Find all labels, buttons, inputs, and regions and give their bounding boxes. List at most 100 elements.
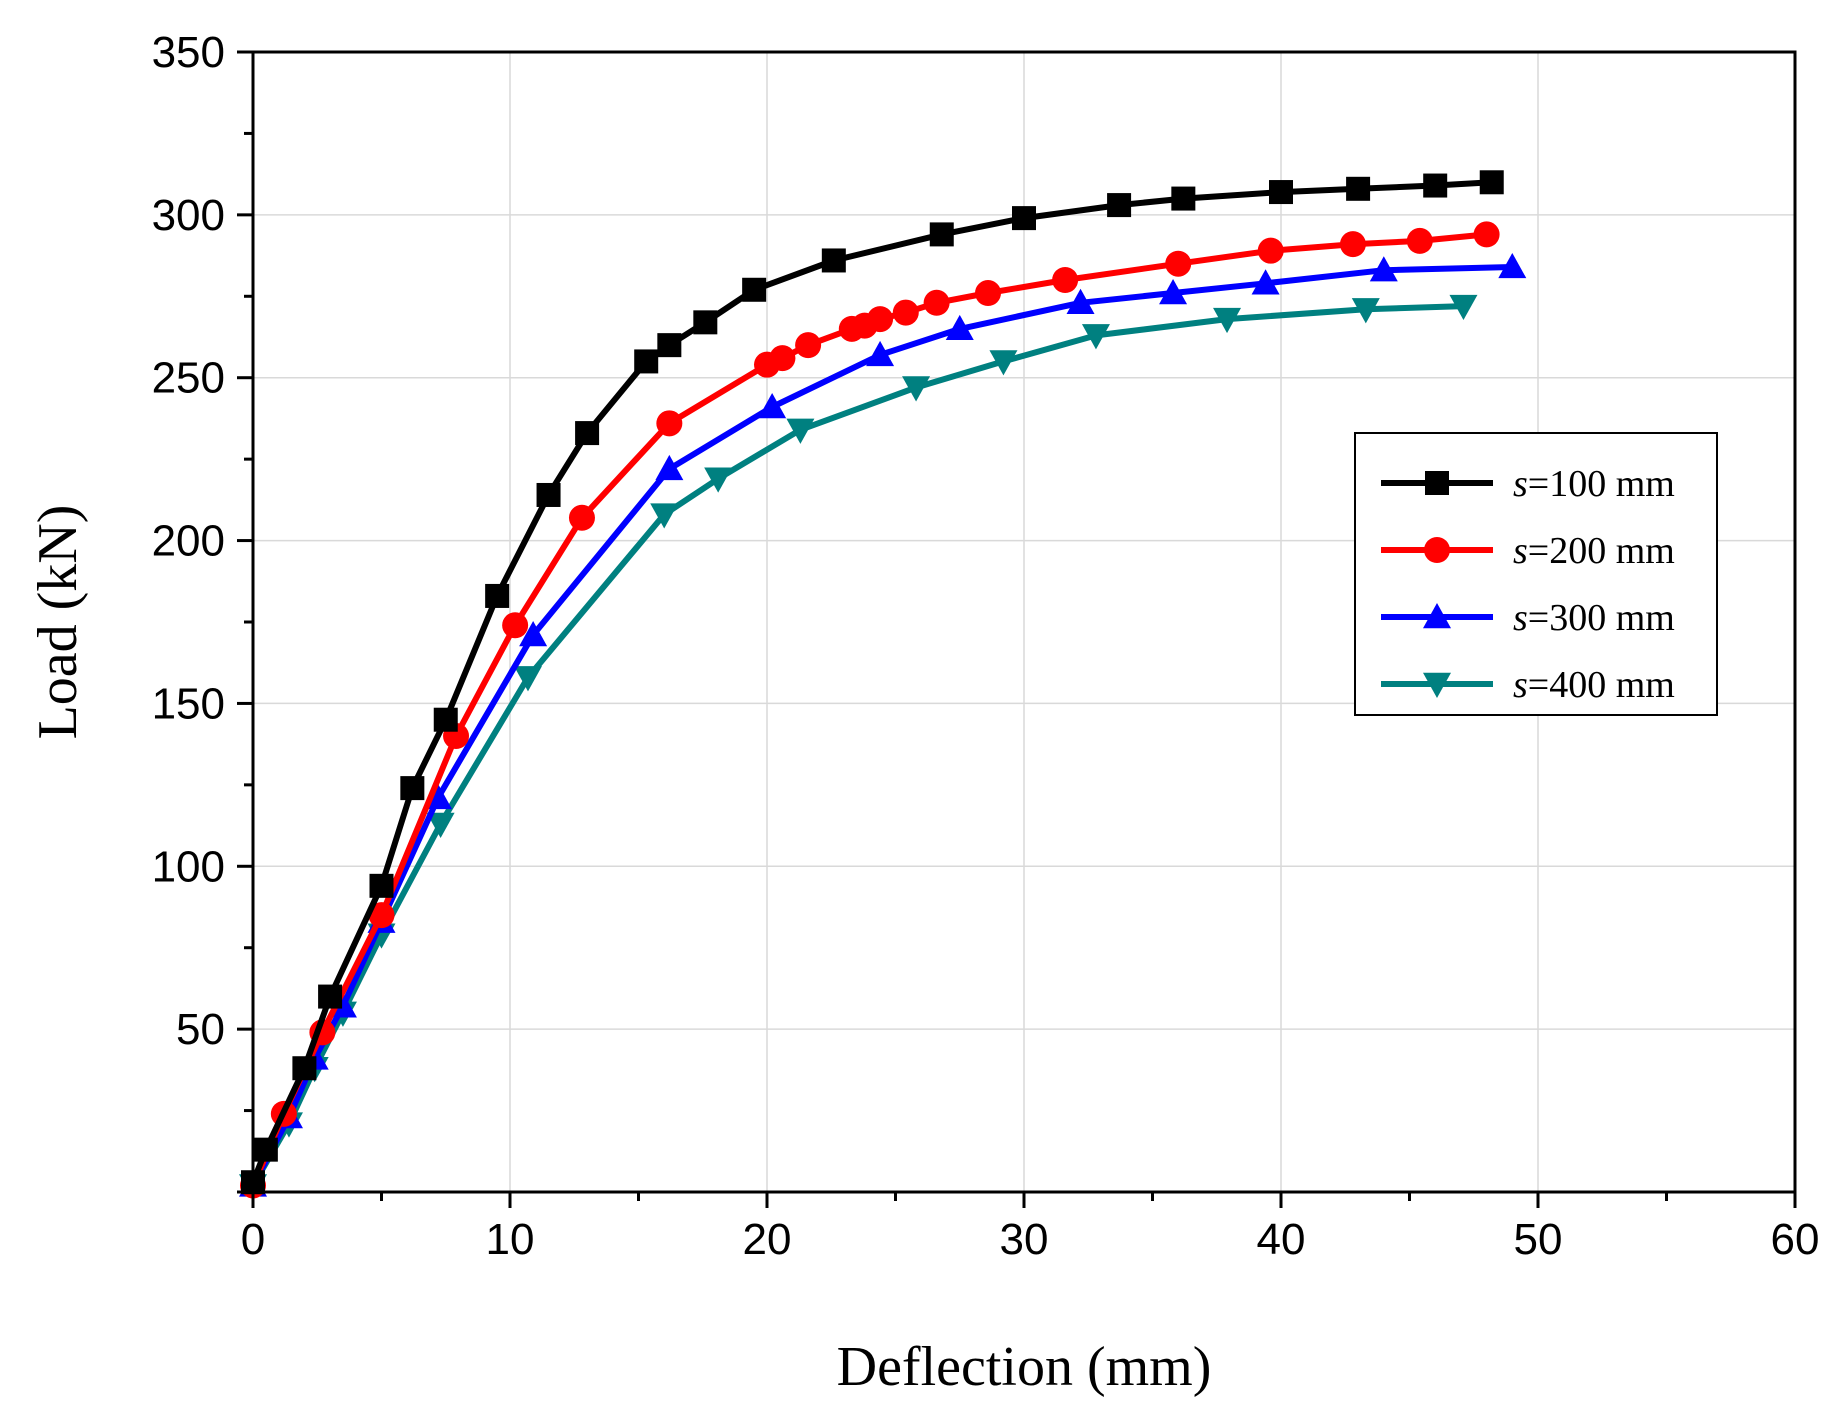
data-point bbox=[769, 345, 796, 372]
series-1 bbox=[241, 170, 1504, 1195]
data-point bbox=[1479, 170, 1504, 195]
data-point bbox=[786, 418, 815, 444]
data-point bbox=[1473, 221, 1500, 248]
legend-label-value: =100 mm bbox=[1528, 463, 1675, 505]
x-tick-label: 50 bbox=[1514, 1215, 1563, 1264]
x-tick-label: 60 bbox=[1771, 1215, 1820, 1264]
x-tick-label: 20 bbox=[743, 1215, 792, 1264]
data-point bbox=[400, 776, 425, 801]
data-point bbox=[1449, 294, 1478, 321]
legend-label-value: =200 mm bbox=[1528, 530, 1675, 572]
data-point bbox=[1165, 250, 1192, 277]
legend-label-value: =300 mm bbox=[1528, 597, 1675, 639]
data-point bbox=[929, 222, 954, 247]
data-point bbox=[536, 482, 561, 507]
data-point bbox=[1257, 237, 1284, 264]
legend-marker bbox=[1425, 471, 1449, 495]
data-point bbox=[704, 467, 733, 493]
axes: 0 10 20 30 40 50 60 50 100 150 200 250 300 350 bbox=[152, 28, 1820, 1264]
series-3 bbox=[239, 252, 1527, 1197]
data-point bbox=[1159, 279, 1188, 305]
legend-label: s=100 mm bbox=[1513, 463, 1675, 505]
y-tick-label: 150 bbox=[152, 679, 225, 728]
y-tick-label: 350 bbox=[152, 28, 225, 77]
legend-marker bbox=[1424, 537, 1450, 563]
legend-label: s=300 mm bbox=[1513, 597, 1675, 639]
legend-item: s=400 mm bbox=[1381, 664, 1675, 706]
legend-label-variable: s bbox=[1513, 530, 1528, 572]
data-point bbox=[369, 873, 394, 898]
data-point bbox=[513, 666, 542, 692]
data-point bbox=[945, 314, 974, 341]
data-point bbox=[866, 340, 895, 367]
legend-label: s=200 mm bbox=[1513, 530, 1675, 572]
y-tick-label: 200 bbox=[152, 517, 225, 566]
legend-item: s=300 mm bbox=[1381, 597, 1675, 639]
data-point bbox=[1213, 307, 1242, 334]
y-axis-title: Load (kN) bbox=[27, 505, 89, 740]
legend-item: s=100 mm bbox=[1381, 463, 1675, 505]
data-point bbox=[1251, 269, 1280, 295]
data-point bbox=[656, 410, 683, 437]
data-point bbox=[1339, 231, 1366, 258]
data-point bbox=[318, 984, 343, 1009]
data-point bbox=[1406, 227, 1433, 254]
series-4 bbox=[239, 294, 1478, 1200]
x-tick-label: 30 bbox=[1000, 1215, 1049, 1264]
data-point bbox=[902, 376, 931, 402]
series-2 bbox=[240, 221, 1500, 1199]
data-point bbox=[1066, 288, 1095, 314]
data-point bbox=[923, 289, 950, 316]
data-point bbox=[758, 393, 787, 419]
x-tick-label: 10 bbox=[486, 1215, 535, 1264]
data-point bbox=[1498, 252, 1527, 279]
data-point bbox=[368, 902, 395, 929]
legend-marker bbox=[1423, 603, 1451, 629]
x-tick-label: 0 bbox=[241, 1215, 265, 1264]
y-tick-label: 250 bbox=[152, 354, 225, 403]
legend-item: s=200 mm bbox=[1381, 530, 1675, 572]
data-point bbox=[502, 612, 529, 639]
data-point bbox=[253, 1137, 278, 1162]
data-point bbox=[485, 583, 510, 608]
data-point bbox=[795, 332, 822, 359]
data-point bbox=[1052, 267, 1079, 293]
data-point bbox=[1269, 180, 1293, 205]
data-point bbox=[1081, 324, 1110, 350]
legend: s=100 mms=200 mms=300 mms=400 mm bbox=[1354, 432, 1718, 716]
data-point bbox=[1107, 193, 1132, 218]
data-point bbox=[1351, 298, 1380, 324]
data-point bbox=[867, 306, 894, 333]
data-point bbox=[575, 421, 600, 446]
data-point bbox=[742, 277, 767, 302]
y-tick-label: 300 bbox=[152, 191, 225, 240]
x-tick-label: 40 bbox=[1257, 1215, 1306, 1264]
data-point bbox=[634, 349, 659, 374]
x-axis-title: Deflection (mm) bbox=[837, 1336, 1212, 1398]
data-point bbox=[693, 310, 718, 335]
data-point bbox=[1171, 186, 1196, 211]
data-point bbox=[433, 707, 458, 732]
data-point bbox=[975, 280, 1002, 307]
data-point bbox=[1369, 256, 1398, 282]
data-point bbox=[292, 1056, 317, 1081]
data-point bbox=[657, 333, 682, 358]
data-point bbox=[1346, 176, 1371, 201]
legend-label-variable: s bbox=[1513, 597, 1528, 639]
data-point bbox=[650, 503, 679, 529]
data-point bbox=[426, 812, 455, 838]
series-layer bbox=[239, 170, 1527, 1200]
data-point bbox=[821, 248, 846, 273]
data-point bbox=[568, 504, 595, 531]
data-point bbox=[519, 621, 548, 647]
y-tick-label: 50 bbox=[176, 1005, 225, 1054]
data-point bbox=[892, 299, 919, 326]
legend-label-value: =400 mm bbox=[1528, 664, 1675, 706]
legend-label: s=400 mm bbox=[1513, 664, 1675, 706]
data-point bbox=[989, 350, 1018, 376]
data-point bbox=[655, 454, 684, 481]
data-point bbox=[1012, 206, 1036, 231]
legend-label-variable: s bbox=[1513, 664, 1528, 706]
y-tick-label: 100 bbox=[152, 842, 225, 891]
